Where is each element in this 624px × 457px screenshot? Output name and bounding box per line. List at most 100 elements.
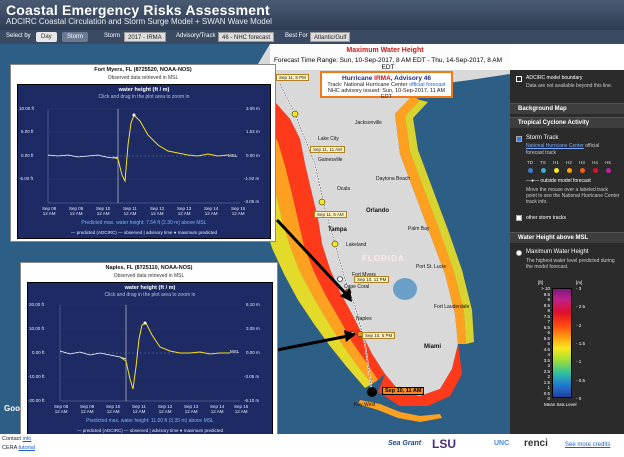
hurricane-title: Hurricane IRMA, Advisory 46 [322,75,451,82]
city-label: Cape Coral [344,284,370,290]
x-tick: Sep 09 12 AM [69,206,84,216]
city-label: Fort Myers [352,272,376,278]
ft-scale-label: 4 [547,352,550,357]
msl-label: MSL [228,153,238,158]
storm-point[interactable] [291,110,299,118]
other-tracks-checkbox[interactable] [516,215,522,221]
city-label: Orlando [366,208,390,214]
outside-forecast-label: —●— outside model forecast [526,178,591,184]
mean-sea-level-label: Mean Sea Level [544,402,577,407]
forecast-track-note: forecast track [526,150,557,156]
water-height-header[interactable]: Water Height above MSL [510,232,624,243]
surge-east-yellow [405,100,474,344]
m-scale-label: - 3 [576,286,582,291]
storm-track-label: Storm Track [526,135,559,141]
zoom-hint: Click and drag in the plot area to zoom … [98,94,190,100]
lsu-logo[interactable]: LSU [432,437,456,451]
tropical-activity-header[interactable]: Tropical Cyclone Activity [510,117,624,128]
hydrograph-fort-myers[interactable]: Fort Myers, FL (8725520, NOAA-NOS) Obser… [10,64,276,242]
city-label: Port St. Lucie [416,264,447,270]
storm-point[interactable] [331,240,339,248]
hurricane-info-box: Hurricane IRMA, Advisory 46 Track: Natio… [320,71,453,100]
storm-select[interactable]: 2017 - IRMA [124,32,166,42]
surge-east-coast [395,96,466,344]
plot-title: water height (ft / m) [124,285,176,291]
x-tick: Sep 15 12 AM [231,206,246,216]
advisory-select[interactable]: 46 - NHC forecast [218,32,275,42]
x-tick: Sep 10 12 AM [106,404,121,414]
hydrograph-naples[interactable]: Naples, FL (8725110, NOAA-NOS) Observed … [20,262,278,440]
ft-scale-label: 1 [547,385,550,390]
track-time-tag[interactable]: Sep 11, 11 AM [310,146,345,153]
adcirc-boundary-label: ADCIRC model boundary [526,75,583,81]
nhc-track-note: National Hurricane Center official [526,143,600,149]
max-water-label: Maximum Water Height [526,249,589,255]
cera-line: CERA tutorial [2,445,36,451]
contact-link[interactable]: info [22,436,32,442]
category-dot [540,168,546,173]
track-text: Track: National Hurricane Center [327,82,410,88]
y-tick-left: 0.00 ft [21,153,34,158]
app-subtitle: ADCIRC Coastal Circulation and Storm Sur… [6,17,272,26]
y-tick-right: 1.52 m [246,129,260,134]
renci-logo[interactable]: renci [524,438,548,449]
app-header: Coastal Emergency Risks Assessment ADCIR… [0,0,624,30]
city-label: Key West [354,402,376,408]
x-tick: Sep 11 12 AM [132,404,146,414]
predicted-max: Predicted max. water height: 11.00 ft (3… [86,418,214,424]
y-tick-right: 0.00 m [246,153,260,158]
observed-line [47,154,119,159]
background-map-header[interactable]: Background Map [510,103,624,114]
track-time-tag[interactable]: Sep 10, 5 PM [362,332,396,339]
category-label: H3 [579,160,585,165]
nhc-link[interactable]: National Hurricane Center [526,143,584,149]
hydrograph-plot[interactable]: water height (ft / m) Click and drag in … [17,84,271,239]
track-time-tag[interactable]: Sep 10, 11 PM [354,276,390,283]
category-dot [527,168,533,173]
y-tick-right: -3.05 m [244,374,260,379]
ft-scale-label: > 10 [541,286,550,291]
more-credits-link[interactable]: See more credits [565,442,611,448]
y-tick-left: -20.00 ft [28,398,45,403]
category-label: TS [540,160,546,165]
sea-grant-logo[interactable]: Sea Grant [388,440,422,447]
arrow-fort-myers [275,218,350,298]
track-time-tag-current[interactable]: Sep 10, 11 AM [382,387,425,395]
app-title: Coastal Emergency Risks Assessment [6,2,270,18]
storm-button[interactable]: Storm [62,32,89,42]
ft-scale-label: 6.5 [543,324,550,330]
ft-scale-label: 3 [547,363,550,368]
arrow-head [344,330,356,342]
y-tick-right: -1.52 m [244,176,260,181]
google-logo: Goo [4,404,20,413]
tutorial-link[interactable]: tutorial [18,445,36,451]
boundary-swatch [516,76,522,82]
max-predicted-point[interactable] [143,321,147,325]
max-predicted-point[interactable] [132,113,136,117]
day-button[interactable]: Day [36,32,57,42]
other-tracks-label: other storm tracks [526,215,567,221]
official-forecast-link[interactable]: official forecast [409,82,446,88]
storm-point[interactable] [318,198,326,206]
hydrograph-plot[interactable]: water height (ft / m) Click and drag in … [27,282,273,437]
contact-line: Contact info [2,436,32,442]
move-mouse-note: Move the mouse over a labeled track poin… [526,187,620,205]
storm-point-current[interactable] [367,387,377,397]
map-title-strip [270,44,510,70]
station-name: Fort Myers, FL (8725520, NOAA-NOS) [94,67,192,73]
bestfor-select[interactable]: Atlantic/Gulf [310,32,351,42]
x-tick: Sep 11 12 AM [123,206,137,216]
ft-scale-label: 9.5 [543,291,550,297]
max-water-radio[interactable] [516,250,522,256]
y-tick-right: 0.00 m [246,350,260,355]
track-time-tag[interactable]: Sep 11, 5 PM [276,74,309,81]
y-tick-left: 10.00 ft [19,106,35,111]
unc-logo[interactable]: UNC [494,440,510,447]
bestfor-label: Best For [285,33,308,39]
storm-track-checkbox[interactable] [516,136,522,142]
track-time-tag[interactable]: Sep 11, 5 AM [314,211,347,218]
max-water-note: The highest water level predicted during… [526,258,615,270]
category-dot [553,168,559,173]
surge-keys [358,400,442,422]
station-marker[interactable] [337,276,343,282]
